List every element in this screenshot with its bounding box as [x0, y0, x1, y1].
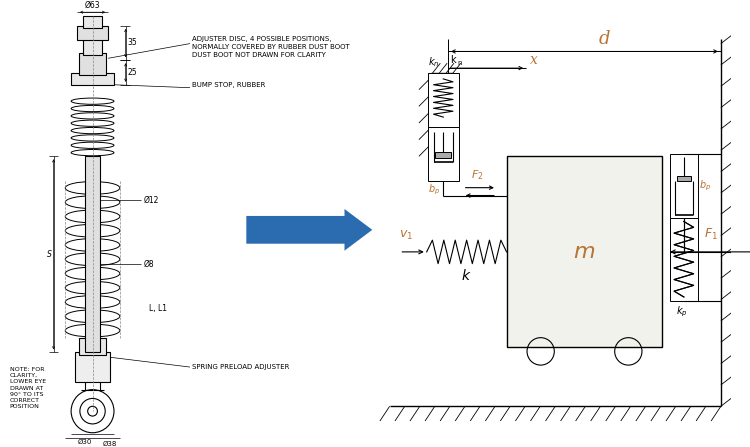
Text: $v_1$: $v_1$ — [400, 229, 413, 242]
Bar — [75, 352, 110, 382]
Bar — [79, 53, 106, 75]
Text: k: k — [450, 55, 456, 65]
Bar — [427, 127, 459, 181]
Bar — [77, 26, 108, 40]
Text: NOTE: FOR
CLARITY,
LOWER EYE
DRAWN AT
90° TO ITS
CORRECT
POSITION: NOTE: FOR CLARITY, LOWER EYE DRAWN AT 90… — [10, 367, 46, 409]
Text: Ø30: Ø30 — [77, 439, 92, 445]
Text: x: x — [530, 53, 538, 67]
Bar — [79, 337, 106, 355]
Text: Ø63: Ø63 — [85, 1, 100, 10]
Bar — [71, 73, 114, 85]
Text: SPRING PRELOAD ADJUSTER: SPRING PRELOAD ADJUSTER — [192, 364, 290, 370]
Text: $k$: $k$ — [461, 268, 472, 283]
Bar — [670, 218, 698, 301]
Text: Ø38: Ø38 — [103, 441, 117, 447]
Text: S: S — [46, 250, 52, 259]
Text: $k_n$: $k_n$ — [427, 55, 439, 69]
Text: L, L1: L, L1 — [149, 304, 167, 313]
Text: n: n — [458, 60, 462, 66]
Bar — [670, 154, 698, 218]
Bar — [677, 176, 691, 181]
Text: d: d — [598, 30, 610, 47]
Text: $b_p$: $b_p$ — [700, 178, 712, 193]
Bar — [427, 73, 459, 127]
Bar — [436, 152, 451, 158]
Text: Ø12: Ø12 — [143, 196, 158, 205]
Text: 25: 25 — [128, 67, 137, 76]
Text: $F_1$: $F_1$ — [704, 227, 718, 242]
Text: $m$: $m$ — [574, 241, 596, 263]
Text: $k_p$: $k_p$ — [676, 305, 688, 319]
Text: BUMP STOP, RUBBER: BUMP STOP, RUBBER — [192, 82, 266, 88]
Bar — [85, 156, 100, 352]
Text: $F_2$: $F_2$ — [471, 168, 484, 182]
Bar — [82, 39, 102, 55]
Text: 35: 35 — [128, 38, 137, 47]
Text: Ø8: Ø8 — [143, 260, 154, 269]
FancyArrowPatch shape — [246, 209, 372, 251]
Bar — [506, 156, 662, 347]
Text: ADJUSTER DISC, 4 POSSIBLE POSITIONS,
NORMALLY COVERED BY RUBBER DUST BOOT
DUST B: ADJUSTER DISC, 4 POSSIBLE POSITIONS, NOR… — [192, 36, 350, 58]
Text: $b_p$: $b_p$ — [427, 183, 439, 197]
Bar — [82, 16, 102, 28]
